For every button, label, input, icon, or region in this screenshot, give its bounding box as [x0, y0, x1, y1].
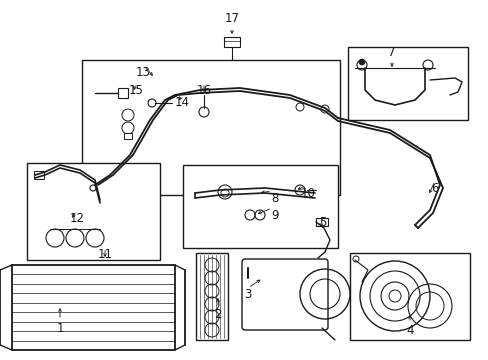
- Bar: [196, 253, 227, 340]
- Bar: [34, 171, 44, 179]
- Text: 6: 6: [430, 181, 438, 194]
- Text: 14: 14: [174, 95, 189, 108]
- Text: 2: 2: [214, 309, 221, 321]
- Text: 3: 3: [244, 288, 251, 302]
- Bar: [347, 47, 467, 120]
- Bar: [27, 163, 160, 260]
- Text: 17: 17: [224, 12, 239, 24]
- Text: 9: 9: [271, 208, 278, 221]
- Text: 1: 1: [56, 321, 63, 334]
- Text: 11: 11: [97, 248, 112, 261]
- Circle shape: [358, 59, 364, 65]
- Text: 4: 4: [406, 324, 413, 337]
- Text: 12: 12: [69, 212, 84, 225]
- Bar: [315, 218, 327, 226]
- Bar: [118, 88, 128, 98]
- Text: 13: 13: [135, 66, 150, 78]
- Bar: [82, 60, 339, 195]
- FancyBboxPatch shape: [242, 259, 327, 330]
- Bar: [183, 165, 337, 248]
- Text: 10: 10: [300, 186, 315, 199]
- Bar: [349, 253, 469, 340]
- Text: 7: 7: [387, 45, 395, 59]
- Text: 8: 8: [271, 192, 278, 204]
- Text: 5: 5: [319, 216, 326, 229]
- Bar: [124, 133, 132, 139]
- Text: 16: 16: [196, 84, 211, 96]
- Text: 15: 15: [128, 84, 143, 96]
- Bar: [224, 37, 240, 47]
